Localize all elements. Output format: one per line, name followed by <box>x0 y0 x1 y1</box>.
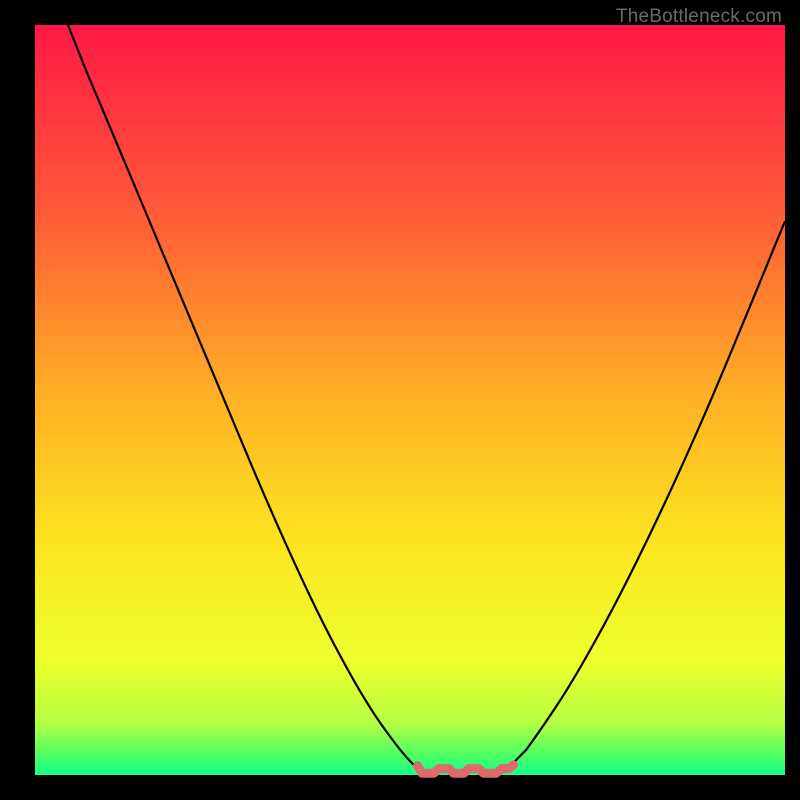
chart-lines <box>35 25 785 780</box>
right-curve <box>511 221 785 765</box>
flat-bottom-segment <box>418 765 514 773</box>
watermark-text: TheBottleneck.com <box>616 6 782 28</box>
left-curve <box>68 25 418 769</box>
plot-area <box>35 25 785 780</box>
